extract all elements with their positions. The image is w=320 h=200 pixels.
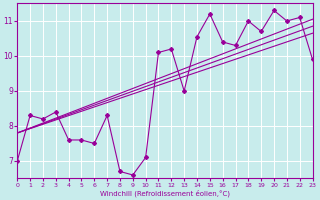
X-axis label: Windchill (Refroidissement éolien,°C): Windchill (Refroidissement éolien,°C): [100, 189, 230, 197]
